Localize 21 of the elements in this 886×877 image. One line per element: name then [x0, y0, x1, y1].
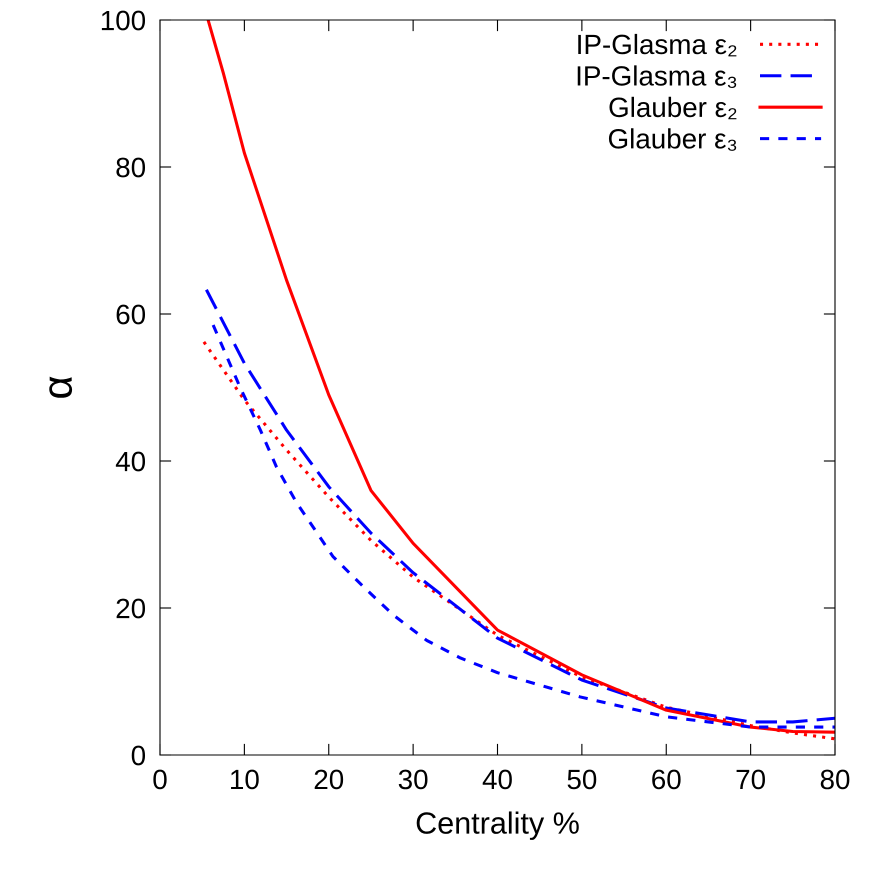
legend-label: IP-Glasma ε₃ [578, 65, 736, 88]
x-tick-label: 80 [820, 770, 850, 790]
x-tick-label: 20 [314, 770, 344, 790]
y-tick-label: 20 [116, 598, 146, 618]
x-tick-label: 60 [652, 770, 681, 790]
x-tick-label: 50 [568, 770, 596, 790]
y-tick-label: 100 [102, 10, 146, 30]
x-tick-label: 30 [398, 770, 428, 790]
y-tick-label: 40 [116, 452, 146, 472]
legend-label: Glauber ε₂ [609, 96, 736, 120]
x-axis-title: Centrality % [416, 811, 579, 840]
legend-label: Glauber ε₃ [608, 128, 736, 151]
legend-label: IP-Glasma ε₂ [578, 34, 736, 56]
x-tick-label: 0 [153, 770, 167, 790]
y-axis-title: α [49, 376, 72, 398]
x-tick-label: 10 [231, 770, 259, 790]
y-tick-label: 60 [116, 304, 146, 324]
x-tick-label: 70 [736, 770, 765, 790]
x-tick-label: 40 [482, 770, 512, 790]
y-tick-label: 80 [116, 158, 146, 178]
y-tick-label: 0 [132, 746, 146, 766]
